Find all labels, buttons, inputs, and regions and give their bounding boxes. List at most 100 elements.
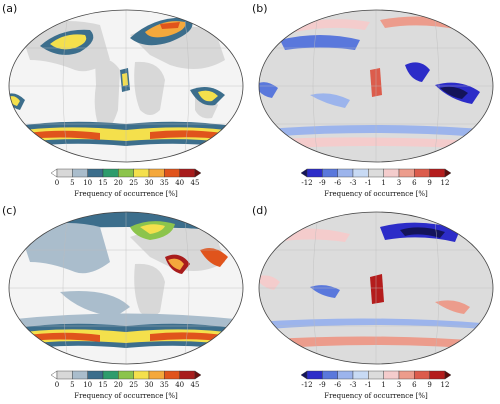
colorbar-tick-label: 9: [427, 381, 432, 389]
colorbar-segment: [398, 168, 415, 178]
colorbar-tick-label: -9: [318, 381, 326, 389]
colorbar-segment: [337, 370, 354, 380]
panel-label: (d): [252, 204, 268, 217]
colorbar-tick-label: 12: [440, 179, 450, 187]
colorbar-frequency-c: [51, 370, 201, 380]
colorbar-title: Frequency of occurrence [%]: [74, 190, 178, 198]
colorbar-tick-label: 1: [381, 179, 386, 187]
colorbar-segment: [306, 370, 323, 380]
colorbar-tick-label: 9: [427, 179, 432, 187]
colorbar-tick-label: -1: [364, 381, 372, 389]
colorbar-extend-high: [444, 370, 451, 380]
colorbar-extend-high: [194, 370, 201, 380]
colorbar-tick-label: 15: [98, 179, 108, 187]
colorbar-tick-label: 40: [175, 179, 185, 187]
colorbar-segment: [337, 168, 354, 178]
panel-b: (b) -12 -9 -6 -3 -1 1 3 6 9 12 Frequency of occur…: [250, 0, 500, 202]
panel-d: (d) -12 -9 -6 -3 -1 1 3 6 9 12 Frequency of occur…: [250, 202, 500, 404]
colorbar-segment: [322, 370, 338, 380]
colorbar-segment: [414, 168, 430, 178]
colorbar-tick-label: 25: [129, 179, 139, 187]
panel-label: (b): [252, 2, 268, 15]
panel-c: (c) 0 5 10 15 20 25 30 35 40 45 Frequency of occu…: [0, 202, 250, 404]
colorbar-segment: [102, 168, 119, 178]
colorbar-ticks: -12 -9 -6 -3 -1 1 3 6 9 12: [301, 381, 451, 391]
colorbar-tick-label: -3: [349, 381, 357, 389]
colorbar-title: Frequency of occurrence [%]: [324, 392, 428, 400]
colorbar-tick-label: 5: [70, 179, 75, 187]
colorbar-segment: [352, 168, 369, 178]
colorbar-tick-label: 0: [54, 179, 60, 187]
colorbar-segment: [133, 370, 150, 380]
colorbar-extend-low: [51, 370, 58, 380]
colorbar-tick-label: 35: [159, 381, 169, 389]
colorbar-tick-label: -12: [301, 381, 313, 389]
panel-label: (a): [2, 2, 18, 15]
colorbar-tick-label: 35: [159, 179, 169, 187]
colorbar-ticks: 0 5 10 15 20 25 30 35 40 45: [51, 381, 201, 391]
colorbar-tick-label: 45: [190, 381, 200, 389]
colorbar-segment: [102, 370, 119, 380]
colorbar-frequency-a: [51, 168, 201, 178]
colorbar-segment: [148, 370, 165, 380]
colorbar-segment: [414, 370, 430, 380]
colorbar-segment: [133, 168, 150, 178]
colorbar-ticks: 0 5 10 15 20 25 30 35 40 45: [51, 179, 201, 189]
colorbar-segment: [368, 168, 384, 178]
colorbar-segment: [322, 168, 338, 178]
colorbar-tick-label: 1: [381, 381, 386, 389]
colorbar-segment: [118, 370, 134, 380]
map-d: [258, 211, 494, 365]
colorbar-tick-label: 5: [70, 381, 75, 389]
colorbar-segment: [56, 370, 73, 380]
colorbar-tick-label: 15: [98, 381, 108, 389]
colorbar-extend-low: [301, 370, 308, 380]
colorbar-segment: [383, 370, 400, 380]
colorbar-segment: [56, 168, 73, 178]
colorbar-tick-label: -3: [349, 179, 357, 187]
colorbar-tick-label: 10: [83, 381, 93, 389]
colorbar-segment: [352, 370, 369, 380]
colorbar-tick-label: -9: [318, 179, 326, 187]
colorbar-segment: [87, 370, 104, 380]
colorbar-tick-label: 3: [396, 179, 402, 187]
colorbar-tick-label: -6: [334, 179, 342, 187]
colorbar-extend-low: [51, 168, 58, 178]
colorbar-tick-label: -1: [364, 179, 372, 187]
colorbar-segment: [179, 168, 196, 178]
colorbar-segment: [164, 370, 180, 380]
colorbar-title: Frequency of occurrence [%]: [74, 392, 178, 400]
colorbar-segment: [398, 370, 415, 380]
colorbar-tick-label: 6: [412, 179, 417, 187]
colorbar-extend-high: [194, 168, 201, 178]
colorbar-tick-label: -6: [334, 381, 342, 389]
colorbar-segment: [368, 370, 384, 380]
colorbar-tick-label: 30: [144, 179, 154, 187]
colorbar-segment: [306, 168, 323, 178]
colorbar-tick-label: 3: [396, 381, 402, 389]
map-a: [8, 9, 244, 163]
colorbar-segment: [118, 168, 134, 178]
colorbar-segment: [429, 370, 446, 380]
colorbar-segment: [72, 370, 88, 380]
colorbar-segment: [148, 168, 165, 178]
panel-a: (a) 0 5 10 15 20 25 30 35 40 45 Frequency of occu…: [0, 0, 250, 202]
colorbar-segment: [87, 168, 104, 178]
colorbar-title: Frequency of occurrence [%]: [324, 190, 428, 198]
colorbar-tick-label: 10: [83, 179, 93, 187]
colorbar-ticks: -12 -9 -6 -3 -1 1 3 6 9 12: [301, 179, 451, 189]
colorbar-extend-low: [301, 168, 308, 178]
colorbar-tick-label: 12: [440, 381, 450, 389]
colorbar-tick-label: 40: [175, 381, 185, 389]
colorbar-segment: [179, 370, 196, 380]
colorbar-tick-label: 45: [190, 179, 200, 187]
map-c: [8, 211, 244, 365]
colorbar-segment: [164, 168, 180, 178]
colorbar-segment: [72, 168, 88, 178]
colorbar-difference-d: [301, 370, 451, 380]
colorbar-difference-b: [301, 168, 451, 178]
map-b: [258, 9, 494, 163]
colorbar-extend-high: [444, 168, 451, 178]
colorbar-tick-label: -12: [301, 179, 313, 187]
colorbar-segment: [383, 168, 400, 178]
